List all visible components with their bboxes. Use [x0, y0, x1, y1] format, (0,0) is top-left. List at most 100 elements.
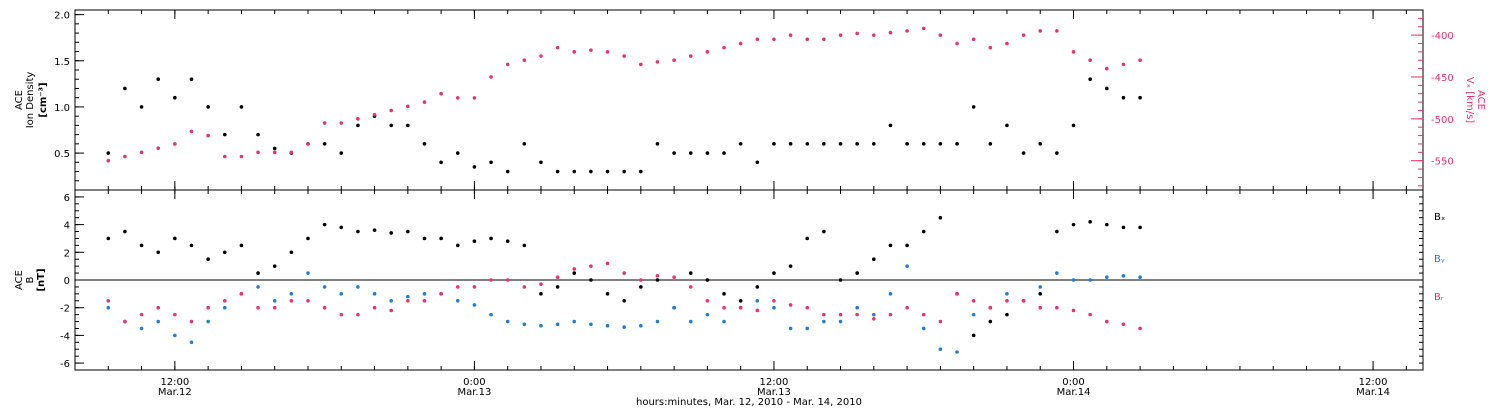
bz-point [1105, 319, 1109, 324]
bz-point [988, 305, 993, 310]
bz-point [921, 312, 926, 317]
ion-density-point [938, 142, 943, 146]
bx-point [505, 239, 510, 244]
ion-density-point [422, 142, 427, 146]
ion-density-point [406, 123, 410, 128]
bz-point [655, 274, 660, 278]
bz-point [672, 275, 676, 280]
vx-point [888, 30, 893, 35]
bx-point [655, 278, 660, 282]
top-y2-tick-label: -500 [1431, 115, 1454, 126]
by-point [622, 325, 626, 329]
bx-point [805, 236, 810, 241]
ion-density-point [1138, 95, 1142, 100]
bx-point [1088, 220, 1092, 224]
bx-point [905, 243, 909, 248]
bottom-ylabel-line3: [nT] [36, 268, 47, 291]
bottom-ylabel-line1: ACE [14, 270, 25, 290]
bx-point [822, 229, 826, 234]
bz-point [738, 305, 743, 310]
by-point [888, 292, 893, 296]
by-point [855, 305, 859, 310]
by-point [672, 305, 676, 310]
bz-point [1038, 305, 1043, 310]
ion-density-point [173, 95, 177, 100]
top-ylabel-line2: Ion Density [25, 72, 36, 129]
vx-point [738, 41, 743, 46]
bottom-ylabel: ACE B [nT] [14, 268, 47, 291]
ion-density-point [1021, 151, 1026, 155]
ion-density-point [772, 142, 776, 146]
by-point [605, 323, 610, 328]
by-point [106, 305, 111, 310]
ion-density-point [206, 105, 210, 109]
ion-density-point [1005, 123, 1009, 128]
bx-point [589, 278, 593, 282]
vx-point [356, 117, 360, 121]
ion-density-point [123, 86, 127, 91]
vx-point [938, 33, 943, 37]
vx-point [605, 50, 610, 54]
ion-density-point [838, 142, 843, 146]
vx-point [921, 26, 926, 31]
bz-point [156, 305, 161, 310]
bx-point [888, 243, 893, 248]
ion-density-point [339, 151, 344, 155]
by-point [1105, 275, 1109, 280]
ion-density-point [672, 151, 676, 155]
ion-density-point [505, 169, 510, 174]
bx-point [1038, 292, 1043, 296]
ion-density-point [955, 142, 959, 146]
vx-point [455, 96, 460, 100]
bottom-ylabel-line2: B [25, 276, 36, 283]
bz-point [572, 267, 577, 271]
top-y2label: ACE Vₓ [km/s] [1464, 77, 1486, 123]
vx-point [955, 41, 959, 46]
ion-density-point [872, 142, 876, 146]
bz-point [339, 312, 344, 317]
ion-density-point [1121, 95, 1126, 100]
bx-point [971, 333, 976, 338]
by-point [222, 305, 227, 310]
bottom-y-tick-label: -6 [60, 359, 70, 370]
by-point [722, 319, 726, 324]
vx-point [139, 150, 144, 155]
vx-point [406, 104, 410, 109]
vx-point [489, 75, 493, 79]
ion-density-point [622, 169, 626, 174]
bz-point [1121, 322, 1126, 327]
bz-point [622, 271, 626, 275]
x-tick-label-time: 12:00 [160, 377, 189, 388]
bz-point [372, 305, 377, 310]
bx-point [772, 271, 776, 275]
bx-point [988, 319, 993, 324]
bz-point [688, 285, 693, 289]
vx-point [822, 37, 826, 42]
ion-density-point [439, 160, 443, 165]
ion-density-point [239, 105, 244, 109]
vx-point [688, 54, 693, 58]
vx-point [522, 58, 527, 63]
bx-point [272, 264, 277, 268]
vx-point [655, 60, 660, 64]
top-y2label-line1: ACE [1475, 90, 1486, 110]
vx-point [971, 37, 976, 42]
ion-density-point [139, 105, 144, 109]
ion-density-point [905, 142, 909, 146]
by-point [905, 264, 909, 268]
ion-density-point [888, 123, 893, 128]
bottom-y-tick-label: 4 [64, 221, 70, 232]
by-point [788, 326, 793, 331]
by-point [921, 326, 926, 331]
bz-point [971, 298, 976, 303]
by-point [372, 292, 377, 296]
ion-density-point [639, 169, 643, 174]
bz-point [455, 285, 460, 289]
bz-point [422, 298, 427, 303]
vx-point [855, 31, 859, 36]
vx-point [256, 150, 260, 155]
top-y-tick-label: 1.0 [54, 103, 70, 114]
vx-point [222, 154, 227, 159]
by-point [256, 285, 260, 289]
bz-point [272, 305, 277, 310]
